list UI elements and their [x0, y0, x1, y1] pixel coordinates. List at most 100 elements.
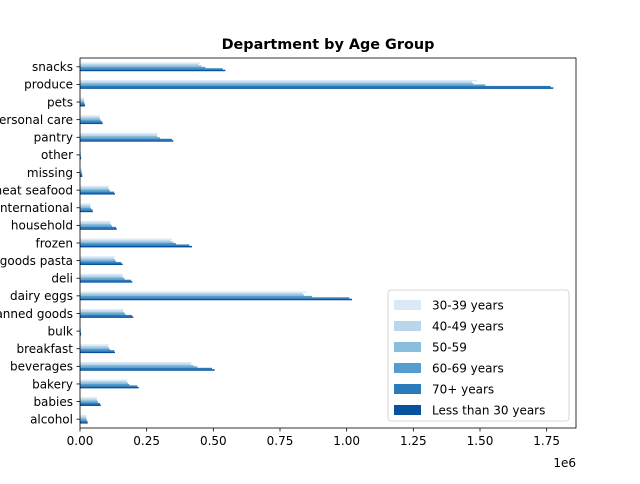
bar-beverages-1: [80, 363, 191, 365]
bar-babies-3: [80, 401, 99, 404]
bar-household-3: [80, 225, 112, 227]
bar-deli-3: [80, 278, 125, 280]
bar-snacks-3: [80, 66, 206, 69]
bar-pantry-3: [80, 137, 160, 139]
bar-household-4: [80, 226, 116, 229]
bar-dry-goods-pasta-1: [80, 257, 115, 260]
legend-swatch: [394, 363, 421, 373]
bar-missing-0: [80, 168, 82, 170]
bar-other-5: [80, 157, 82, 160]
bar-canned-goods-5: [80, 316, 134, 318]
bar-alcohol-5: [80, 422, 88, 424]
bar-household-1: [80, 222, 111, 224]
bar-alcohol-0: [80, 414, 87, 417]
legend-label: 30-39 years: [432, 299, 504, 313]
bar-breakfast-2: [80, 347, 109, 349]
y-tick-label: missing: [27, 166, 73, 180]
bar-dairy-eggs-4: [80, 297, 350, 299]
legend: 30-39 years 40-49 years 50-59 60-69 years 70…: [387, 289, 570, 422]
bar-canned-goods-3: [80, 313, 126, 315]
bar-pantry-2: [80, 135, 158, 138]
legend-swatch: [394, 405, 421, 415]
legend-label: Less than 30 years: [432, 404, 545, 418]
bar-dry-goods-pasta-4: [80, 262, 122, 264]
bar-dairy-eggs-5: [80, 298, 352, 301]
y-tick-label: breakfast: [16, 342, 73, 356]
bar-missing-2: [80, 171, 82, 173]
chart-title: Department by Age Group: [222, 37, 435, 53]
bar-snacks-5: [80, 69, 226, 72]
legend-label: 50-59: [432, 341, 467, 355]
bar-babies-0: [80, 397, 98, 399]
plot-frame: [79, 57, 577, 429]
bar-produce-1: [80, 81, 472, 83]
bar-international-3: [80, 207, 91, 210]
y-tick-label: pantry: [34, 131, 73, 145]
x-tick-label: 1.00: [333, 434, 360, 448]
bar-dairy-eggs-2: [80, 294, 304, 296]
legend-label: 70+ years: [432, 383, 494, 397]
y-tick-label: babies: [33, 395, 73, 409]
bar-snacks-0: [80, 62, 200, 64]
bar-frozen-4: [80, 244, 190, 246]
x-offset-label: 1e6: [553, 456, 576, 470]
bar-deli-2: [80, 276, 124, 279]
bar-canned-goods-4: [80, 314, 132, 317]
y-tick-label: international: [0, 201, 73, 215]
bar-snacks-4: [80, 68, 223, 70]
bar-beverages-4: [80, 367, 212, 370]
bar-bakery-0: [80, 379, 128, 382]
bar-international-0: [80, 203, 91, 205]
bar-personal-care-4: [80, 121, 103, 123]
y-tick-label: snacks: [32, 60, 73, 74]
bar-meat-seafood-3: [80, 190, 110, 192]
x-tick-label: 1.75: [533, 434, 560, 448]
bar-dry-goods-pasta-5: [80, 263, 123, 266]
legend-swatch: [394, 300, 421, 310]
bar-personal-care-1: [80, 116, 100, 119]
bar-other-4: [80, 156, 82, 158]
y-tick-label: frozen: [35, 236, 73, 250]
bar-meat-seafood-4: [80, 191, 115, 194]
bar-bulk-5: [80, 334, 82, 336]
bar-dry-goods-pasta-3: [80, 260, 116, 263]
bar-breakfast-1: [80, 345, 109, 348]
y-tick-label: beverages: [10, 360, 73, 374]
x-tick-label: 0.75: [267, 434, 294, 448]
bar-babies-4: [80, 403, 100, 405]
x-tick-label: 0.00: [67, 434, 94, 448]
y-axis-ticks: alcohol babies bakery beverages breakfast bul…: [0, 60, 80, 426]
bar-produce-5: [80, 87, 554, 89]
bar-pantry-0: [80, 132, 158, 135]
legend-label: 40-49 years: [432, 320, 504, 334]
bar-dry-goods-pasta-0: [80, 256, 115, 258]
bar-personal-care-3: [80, 119, 101, 122]
bar-produce-3: [80, 84, 486, 86]
bar-dairy-eggs-3: [80, 295, 312, 298]
bar-frozen-5: [80, 245, 192, 248]
bar-bakery-4: [80, 385, 138, 387]
bar-frozen-3: [80, 243, 176, 245]
legend-swatch: [394, 342, 421, 352]
bar-breakfast-4: [80, 350, 115, 352]
bar-international-1: [80, 204, 91, 207]
bar-deli-5: [80, 281, 133, 283]
bar-canned-goods-2: [80, 312, 125, 314]
bar-missing-1: [80, 169, 82, 172]
bar-beverages-3: [80, 366, 198, 368]
bar-babies-2: [80, 400, 98, 402]
legend-box: [387, 289, 570, 422]
x-tick-label: 0.25: [133, 434, 160, 448]
bar-canned-goods-1: [80, 310, 123, 313]
bar-household-5: [80, 228, 117, 230]
bar-produce-2: [80, 82, 474, 85]
bar-meat-seafood-5: [80, 193, 115, 195]
bar-deli-4: [80, 279, 132, 282]
y-tick-label: other: [41, 148, 73, 162]
bar-snacks-1: [80, 63, 199, 66]
bar-breakfast-0: [80, 344, 109, 346]
bar-bakery-2: [80, 382, 128, 384]
bar-pantry-1: [80, 134, 157, 136]
x-tick-label: 1.25: [400, 434, 427, 448]
bar-pets-2: [80, 100, 84, 103]
